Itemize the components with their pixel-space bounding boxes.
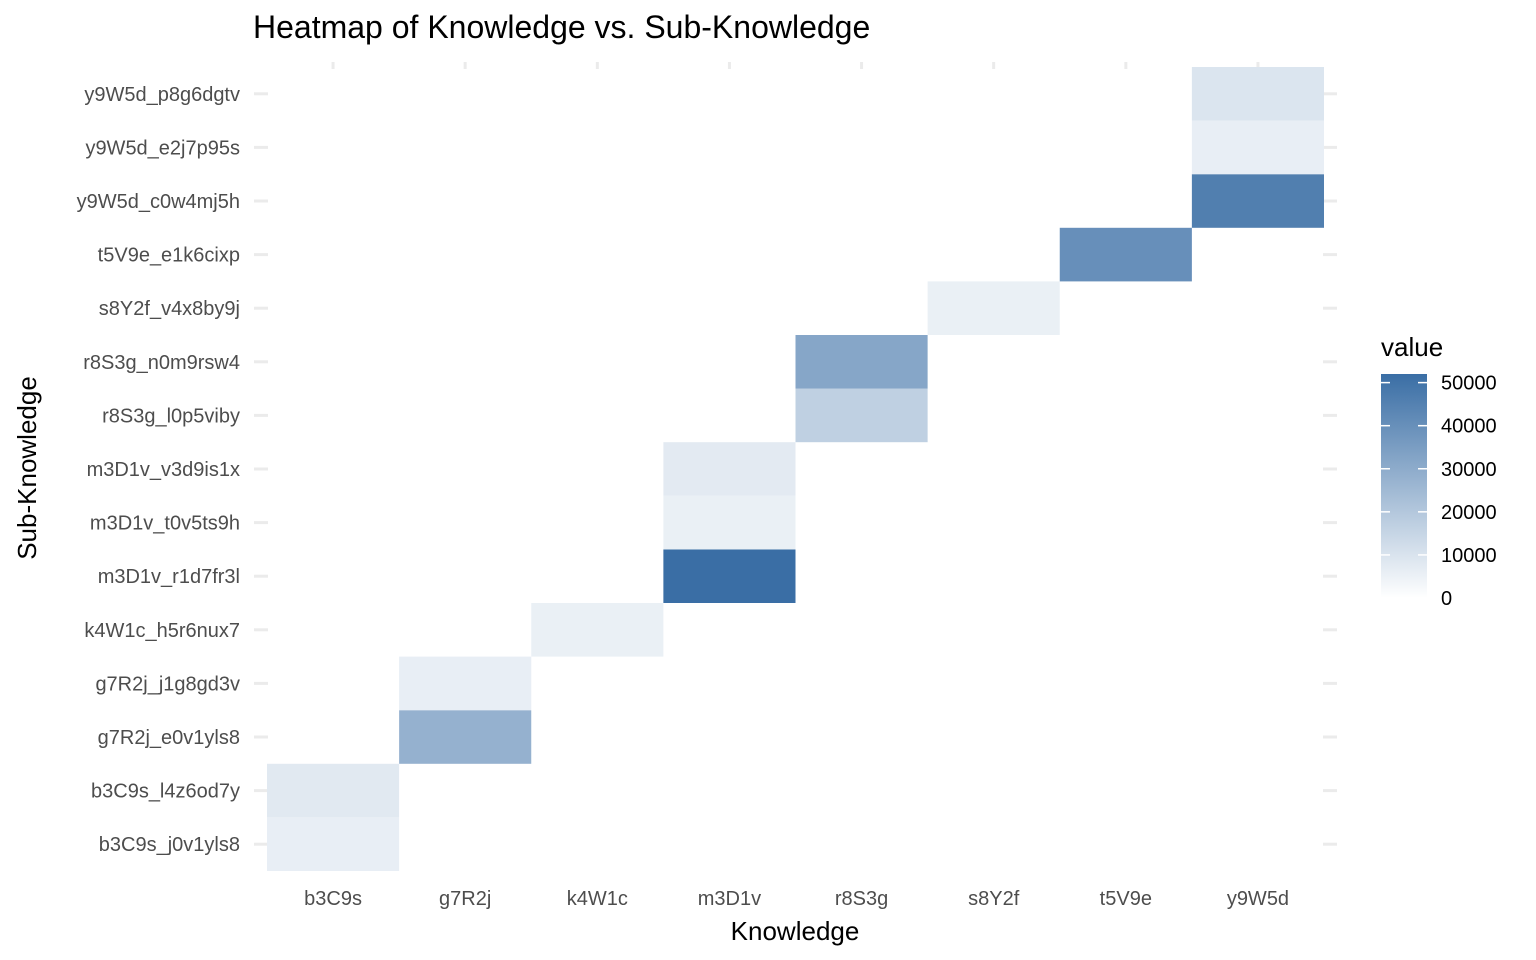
legend-color-bar (1381, 374, 1427, 598)
heatmap-cell (1059, 227, 1192, 282)
y-tick-label: y9W5d_p8g6dgtv (84, 84, 240, 106)
heatmap-cell (663, 442, 796, 496)
heatmap-cell (399, 656, 532, 711)
chart-title: Heatmap of Knowledge vs. Sub-Knowledge (253, 9, 870, 45)
x-tick-label: g7R2j (439, 888, 491, 910)
heatmap-cell (1191, 67, 1324, 121)
y-tick-label: g7R2j_j1g8gd3v (95, 673, 240, 695)
heatmap-cells (267, 67, 1324, 871)
heatmap-cell (795, 335, 928, 389)
legend-tick-label: 50000 (1441, 373, 1497, 395)
heatmap-cell (399, 710, 532, 764)
y-tick-label: m3D1v_v3d9is1x (87, 459, 240, 481)
x-tick-label: y9W5d (1227, 888, 1289, 910)
y-tick-label: k4W1c_h5r6nux7 (84, 620, 240, 642)
y-tick-label: s8Y2f_v4x8by9j (99, 298, 240, 320)
legend-tick-label: 0 (1441, 588, 1452, 610)
y-tick-label: r8S3g_l0p5viby (102, 405, 240, 427)
legend-tick-label: 30000 (1441, 459, 1497, 481)
y-tick-label: b3C9s_j0v1yls8 (99, 834, 240, 856)
y-axis-ticks: b3C9s_j0v1yls8 b3C9s_l4z6od7y g7R2j_e0v1yl… (77, 84, 240, 856)
x-tick-label: b3C9s (304, 888, 362, 910)
heatmap-cell (795, 388, 928, 443)
y-tick-label: m3D1v_r1d7fr3l (98, 566, 240, 588)
y-tick-label: g7R2j_e0v1yls8 (98, 727, 240, 749)
y-tick-label: y9W5d_e2j7p95s (85, 137, 240, 159)
heatmap-cell (267, 817, 400, 871)
y-tick-label: r8S3g_n0m9rsw4 (83, 352, 240, 374)
heatmap-cell (1191, 120, 1324, 175)
heatmap-cell (663, 549, 796, 603)
heatmap-cell (531, 603, 664, 657)
x-tick-label: t5V9e (1100, 888, 1152, 910)
heatmap-cell (267, 763, 400, 818)
x-tick-label: s8Y2f (968, 888, 1020, 910)
legend-tick-label: 40000 (1441, 416, 1497, 438)
x-axis-ticks: b3C9s g7R2j k4W1c m3D1v r8S3g s8Y2f t5V9e y9W5d (304, 888, 1289, 910)
grid-lines (254, 62, 1337, 846)
x-axis-title: Knowledge (731, 916, 860, 946)
x-tick-label: k4W1c (567, 888, 628, 910)
legend-title: value (1381, 332, 1443, 362)
legend-tick-label: 20000 (1441, 502, 1497, 524)
heatmap-cell (927, 281, 1060, 335)
x-tick-label: m3D1v (698, 888, 761, 910)
color-legend: value 0 10000 20000 30000 40000 50000 (1381, 332, 1497, 610)
legend-tick-label: 10000 (1441, 545, 1497, 567)
heatmap-cell (1191, 174, 1324, 228)
x-tick-label: r8S3g (835, 888, 888, 910)
y-tick-label: y9W5d_c0w4mj5h (77, 191, 240, 213)
y-axis-title: Sub-Knowledge (12, 376, 42, 560)
y-tick-label: t5V9e_e1k6cixp (98, 245, 240, 267)
heatmap-cell (663, 495, 796, 550)
y-tick-label: b3C9s_l4z6od7y (91, 781, 240, 803)
y-tick-label: m3D1v_t0v5ts9h (90, 513, 240, 535)
